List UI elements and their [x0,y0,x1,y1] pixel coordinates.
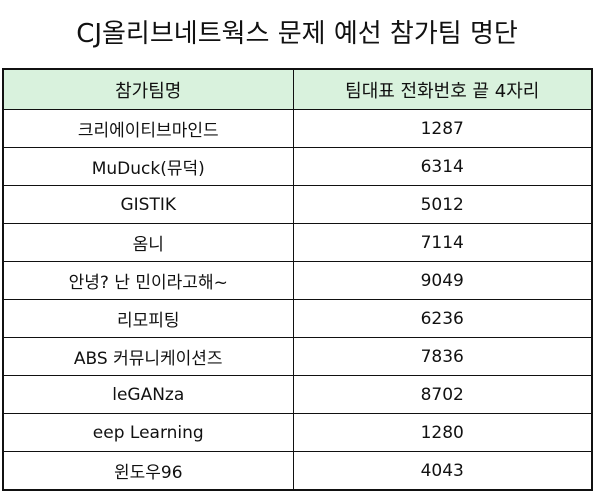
team-name-cell: eep Learning [2,413,294,452]
table-row: GISTIK 5012 [2,185,593,224]
team-name-cell: leGANza [2,375,294,414]
column-header-phone-last4: 팀대표 전화번호 끝 4자리 [292,68,593,110]
team-name-cell: 리모피팅 [2,299,294,338]
team-name-cell: ABS 커뮤니케이션즈 [2,337,294,376]
phone-last4-cell: 1287 [292,109,593,148]
team-name-cell: GISTIK [2,185,294,224]
phone-last4-cell: 1280 [292,413,593,452]
phone-last4-cell: 6314 [292,147,593,186]
table-row: MuDuck(뮤덕) 6314 [2,147,593,186]
page-title: CJ올리브네트웍스 문제 예선 참가팀 명단 [76,19,518,49]
table-row: 윈도우96 4043 [2,451,593,491]
table-row: 크리에이티브마인드 1287 [2,109,593,148]
team-name-cell: MuDuck(뮤덕) [2,147,294,186]
column-header-team-name: 참가팀명 [2,68,294,110]
table-header: 참가팀명 팀대표 전화번호 끝 4자리 [2,68,593,110]
phone-last4-cell: 6236 [292,299,593,338]
table-row: 안녕? 난 민이라고해~ 9049 [2,261,593,300]
phone-last4-cell: 9049 [292,261,593,300]
team-name-cell: 안녕? 난 민이라고해~ [2,261,294,300]
team-name-cell: 옴니 [2,223,294,262]
table-row: eep Learning 1280 [2,413,593,452]
table-body: 크리에이티브마인드 1287 MuDuck(뮤덕) 6314 GISTIK 50… [2,109,593,491]
table-row: 리모피팅 6236 [2,299,593,338]
phone-last4-cell: 7114 [292,223,593,262]
phone-last4-cell: 4043 [292,451,593,491]
phone-last4-cell: 7836 [292,337,593,376]
team-roster-table: 참가팀명 팀대표 전화번호 끝 4자리 크리에이티브마인드 1287 MuDuc… [2,68,593,491]
table-row: 옴니 7114 [2,223,593,262]
table-row: ABS 커뮤니케이션즈 7836 [2,337,593,376]
phone-last4-cell: 8702 [292,375,593,414]
phone-last4-cell: 5012 [292,185,593,224]
team-name-cell: 크리에이티브마인드 [2,109,294,148]
table-row: leGANza 8702 [2,375,593,414]
team-name-cell: 윈도우96 [2,451,294,491]
header-row: 참가팀명 팀대표 전화번호 끝 4자리 [2,68,593,110]
